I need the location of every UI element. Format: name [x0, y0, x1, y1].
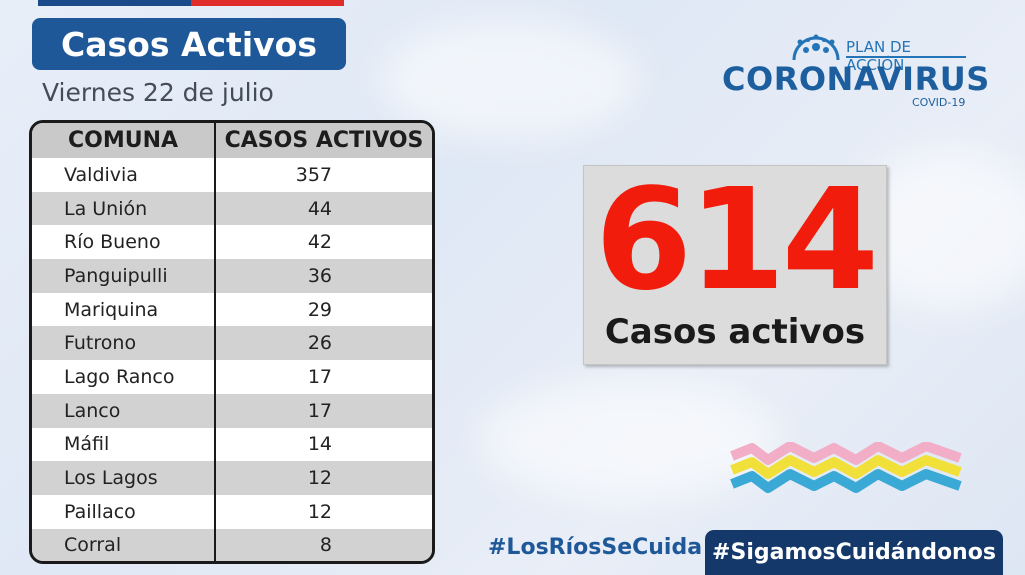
comuna-cell: Futrono [32, 326, 216, 361]
comuna-cell: Paillaco [32, 494, 216, 529]
regional-brand-stripes [730, 442, 962, 493]
table-row: Lago Ranco 17 [32, 360, 432, 394]
coronavirus-plan-logo: PLAN DE ACCIÓN CORONAVIRUS COVID-19 [722, 34, 989, 114]
table-row: Panguipulli 36 [32, 259, 432, 293]
casos-cell: 44 [215, 191, 432, 226]
comuna-cell: Lanco [32, 393, 216, 428]
logo-divider [846, 56, 966, 58]
flag-stripe [38, 0, 344, 6]
logo-plan-text: PLAN DE ACCIÓN [846, 38, 912, 74]
table-row: Corral 8 [32, 528, 432, 561]
table-row: Lanco 17 [32, 393, 432, 428]
cases-table: COMUNA CASOS ACTIVOS Valdivia 357 La Unió… [29, 120, 435, 564]
comuna-cell: Máfil [32, 427, 216, 462]
casos-cell: 14 [215, 427, 432, 462]
table-header-row: COMUNA CASOS ACTIVOS [32, 123, 432, 158]
total-active-cases-label: Casos activos [604, 312, 866, 352]
casos-cell: 17 [215, 360, 432, 394]
background-cloud [480, 380, 780, 500]
page-title: Casos Activos [32, 18, 346, 70]
casos-cell: 17 [215, 393, 432, 428]
casos-cell: 12 [215, 461, 432, 495]
comuna-cell: Valdivia [32, 158, 216, 192]
table-row: Máfil 14 [32, 427, 432, 462]
table-row: Mariquina 29 [32, 292, 432, 327]
column-header-comuna: COMUNA [32, 123, 216, 158]
table-row: La Unión 44 [32, 191, 432, 226]
casos-cell: 26 [215, 326, 432, 361]
casos-cell: 29 [215, 292, 432, 327]
casos-cell: 357 [215, 158, 432, 192]
casos-cell: 12 [215, 494, 432, 529]
virus-icon [792, 34, 840, 60]
table-row: Los Lagos 12 [32, 461, 432, 495]
comuna-cell: Panguipulli [32, 259, 216, 293]
logo-sub: COVID-19 [912, 96, 966, 109]
comuna-cell: Corral [32, 528, 216, 561]
comuna-cell: La Unión [32, 191, 216, 226]
hashtag-sigamos: #SigamosCuidándonos [705, 530, 1003, 575]
table-row: Paillaco 12 [32, 494, 432, 529]
total-active-cases-card: 614 Casos activos [583, 165, 887, 365]
casos-cell: 8 [215, 528, 432, 561]
comuna-cell: Los Lagos [32, 461, 216, 495]
column-header-casos: CASOS ACTIVOS [215, 123, 432, 158]
comuna-cell: Mariquina [32, 292, 216, 327]
hashtag-los-rios: #LosRíosSeCuida [488, 535, 703, 560]
comuna-cell: Río Bueno [32, 225, 216, 260]
comuna-cell: Lago Ranco [32, 360, 216, 394]
casos-cell: 36 [215, 259, 432, 293]
table-row: Valdivia 357 [32, 158, 432, 192]
table-row: Río Bueno 42 [32, 225, 432, 260]
table-row: Futrono 26 [32, 326, 432, 361]
report-date: Viernes 22 de julio [42, 78, 274, 107]
total-active-cases: 614 [594, 159, 879, 322]
casos-cell: 42 [215, 225, 432, 260]
logo-name: CORONAVIRUS [722, 60, 990, 98]
